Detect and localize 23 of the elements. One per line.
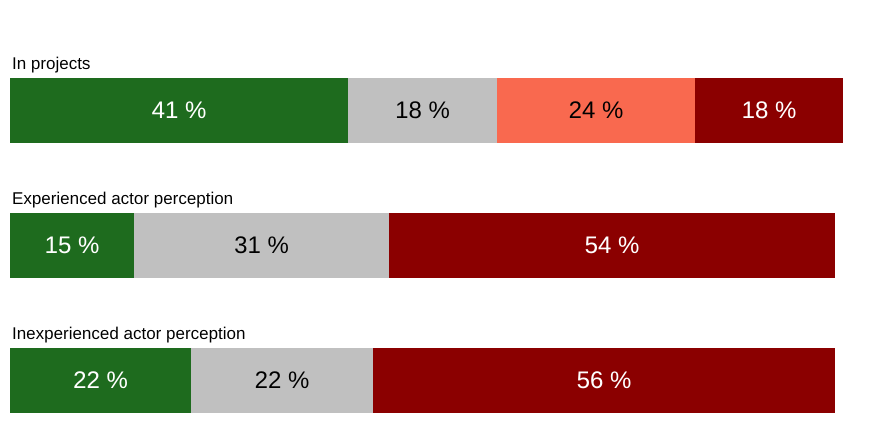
bar xyxy=(695,78,843,143)
data-label: 24 % xyxy=(568,97,624,124)
data-label: 18 % xyxy=(742,97,796,124)
y-tick-label: Inexperienced actor perception xyxy=(12,324,246,343)
data-label: 22 % xyxy=(254,367,310,394)
bar xyxy=(10,213,134,278)
data-label: 54 % xyxy=(584,232,640,259)
bar xyxy=(497,78,695,143)
bar xyxy=(373,348,835,413)
bar xyxy=(134,213,389,278)
bar xyxy=(10,348,191,413)
bar xyxy=(389,213,835,278)
data-label: 18 % xyxy=(395,97,450,124)
y-tick-label: In projects xyxy=(12,54,90,73)
bar xyxy=(191,348,373,413)
data-label: 15 % xyxy=(44,232,100,259)
y-tick-label: Experienced actor perception xyxy=(12,189,234,208)
data-label: 56 % xyxy=(576,367,632,394)
bar xyxy=(10,78,348,143)
bar xyxy=(348,78,497,143)
data-label: 41 % xyxy=(152,97,206,124)
data-label: 22 % xyxy=(73,367,128,394)
data-label: 31 % xyxy=(234,232,289,259)
